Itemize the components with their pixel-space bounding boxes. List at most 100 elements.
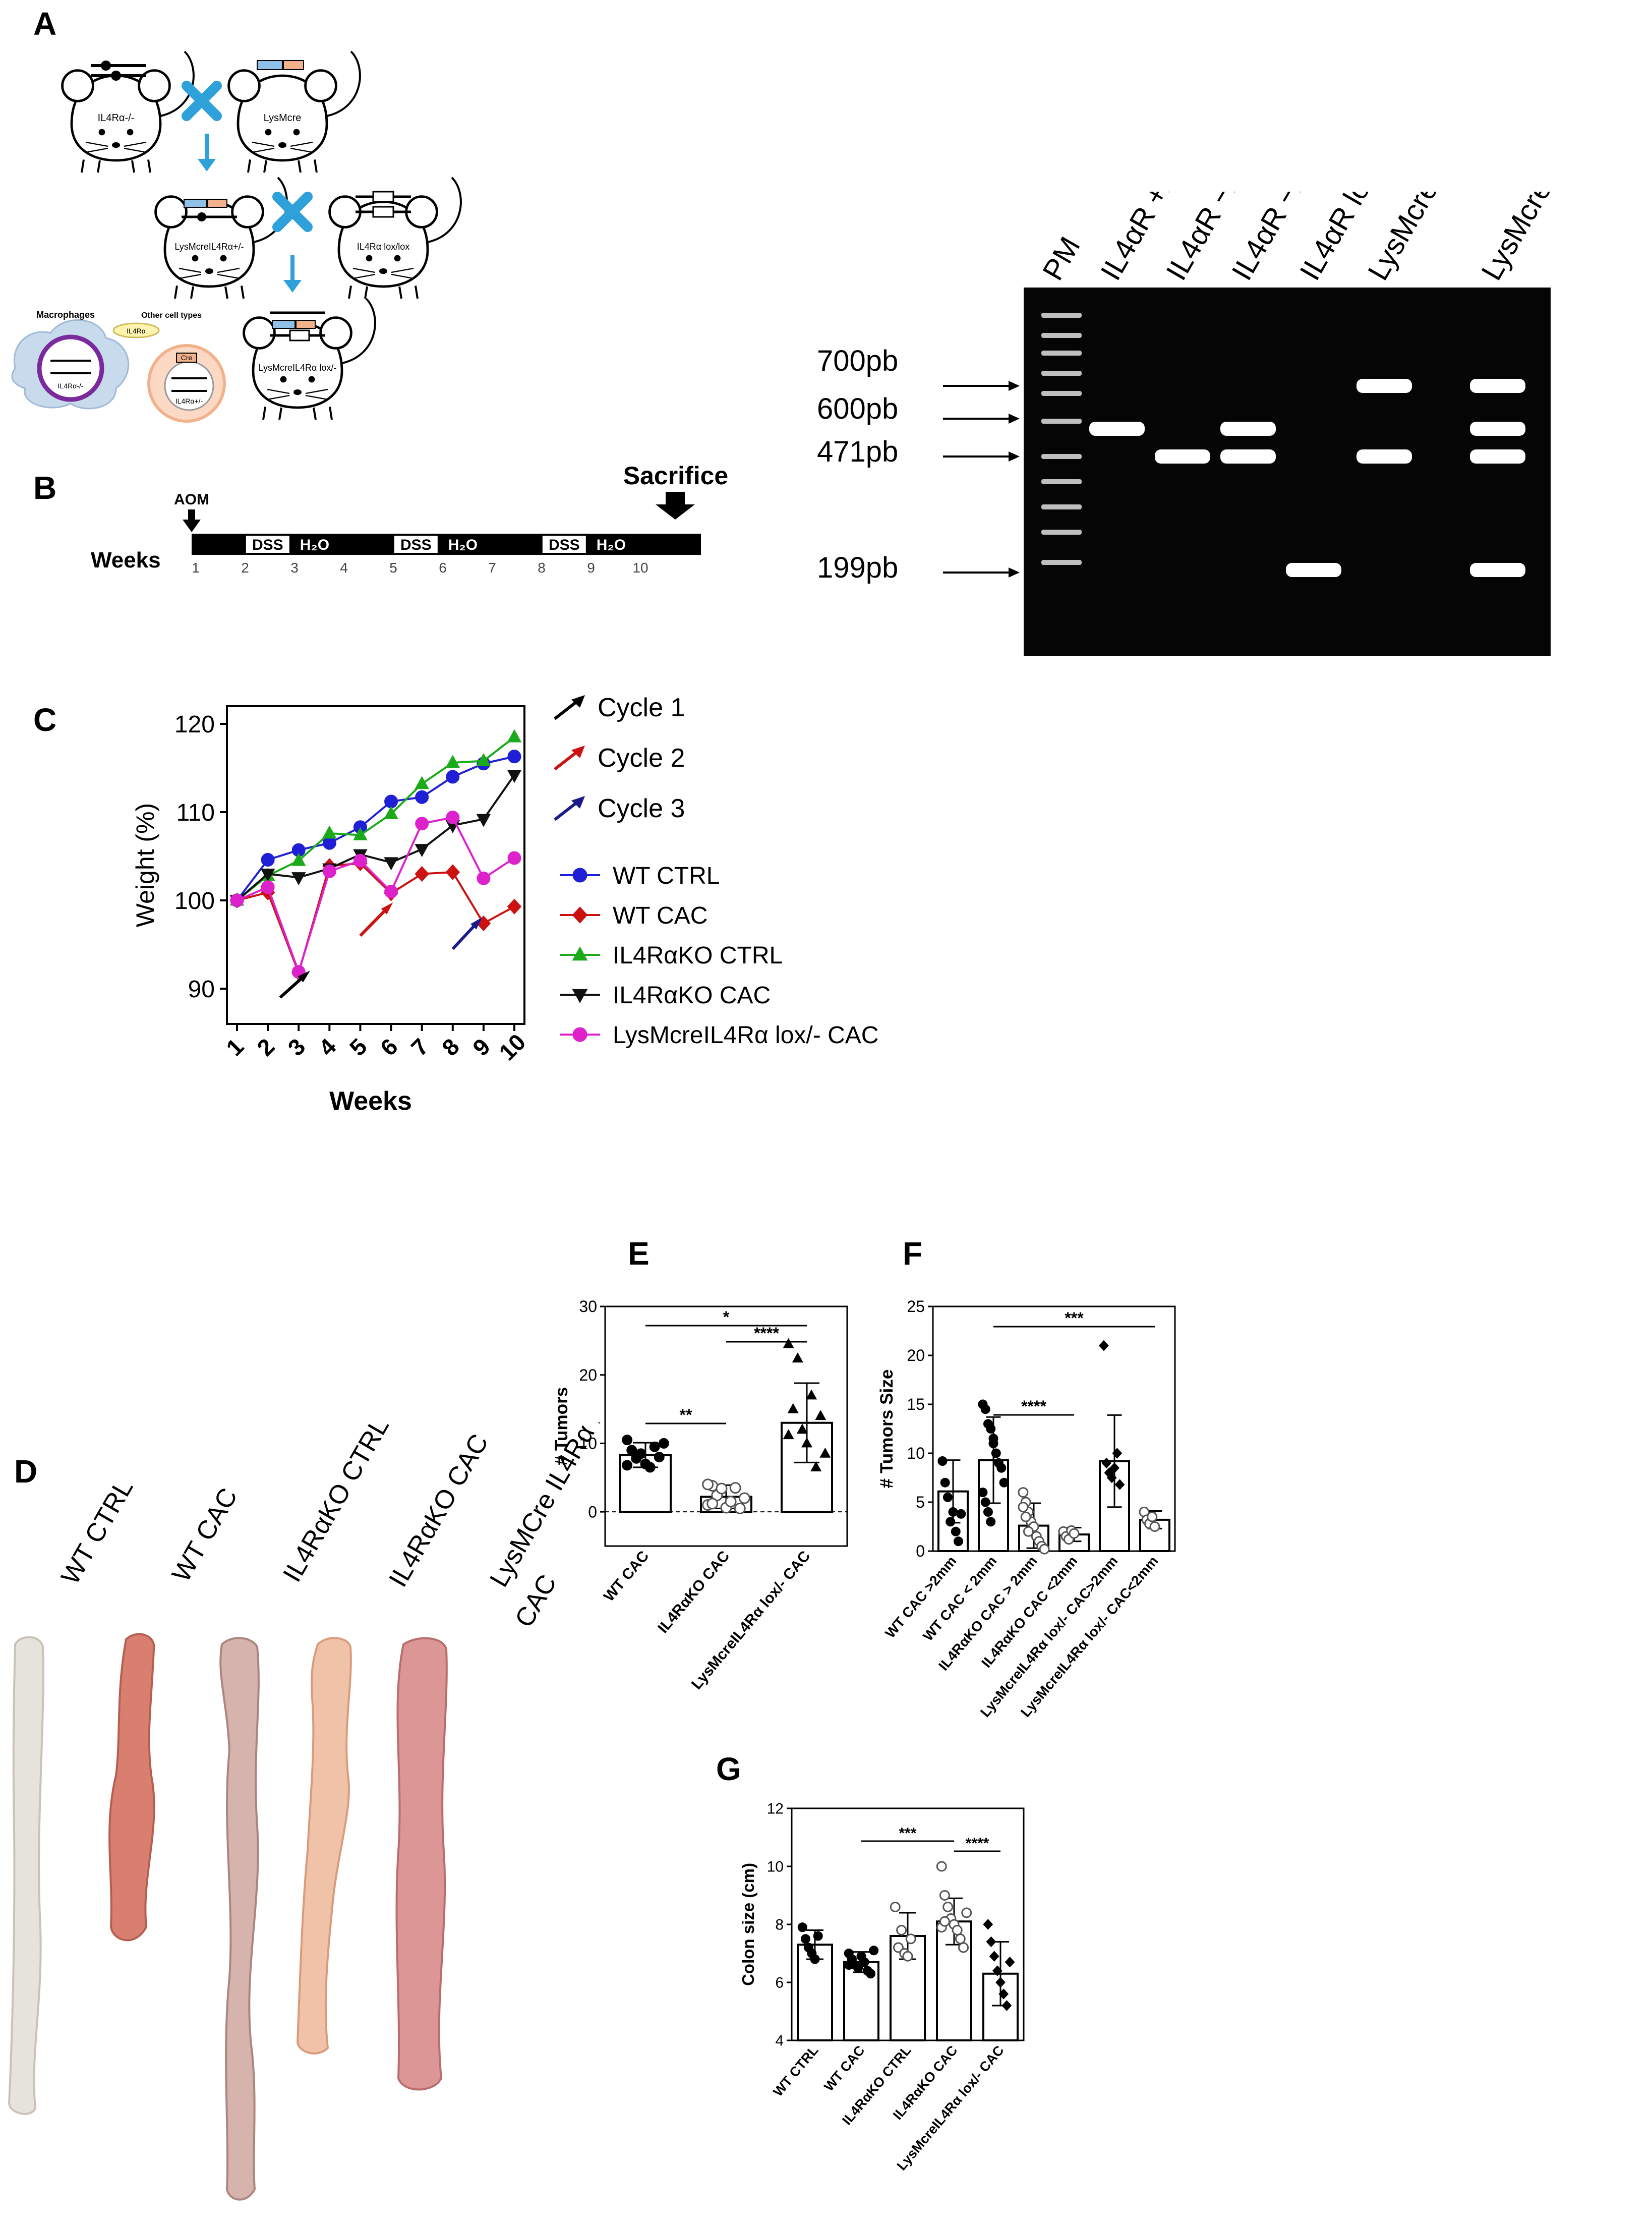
data-point: [1018, 1502, 1029, 1513]
data-point: [477, 871, 491, 885]
y-tick-label: 12: [767, 1801, 784, 1817]
x-tick-label: 2: [252, 1033, 279, 1061]
data-point: [986, 1936, 996, 1948]
weeks-label: Weeks: [91, 548, 161, 573]
data-point: [983, 1919, 993, 1930]
timeline-dss-box: [246, 536, 289, 553]
y-tick-label: 5: [916, 1493, 925, 1511]
data-point: [939, 1916, 950, 1927]
timeline-week-number: 3: [290, 560, 299, 576]
data-point: [415, 776, 429, 789]
y-tick-label: 90: [188, 976, 215, 1003]
x-tick-label: 9: [467, 1033, 495, 1061]
data-point: [986, 1517, 996, 1527]
data-point: [815, 1410, 827, 1420]
legend-marker: [572, 1027, 587, 1042]
cycle-legend-arrow: [554, 750, 578, 771]
data-point: [507, 750, 521, 764]
data-point: [507, 770, 522, 783]
significance-stars: ***: [899, 1825, 916, 1842]
data-point: [445, 755, 460, 768]
x-tick-label: 5: [344, 1033, 372, 1061]
colon-il4rako-ctrl: [219, 1637, 260, 2201]
data-point: [622, 1435, 633, 1446]
cycle-legend-arrowhead: [571, 746, 585, 758]
colon-il4rako-cac: [296, 1637, 352, 2055]
data-point: [716, 1482, 728, 1495]
data-point: [446, 770, 460, 784]
chart-weight: 90 100 110 120 1 2 3 4 5 6 7 8 910 Weeks Weight (%) Cyc…: [131, 693, 878, 1116]
data-point: [853, 1963, 863, 1973]
legend-label: WT CTRL: [613, 863, 720, 889]
gel-ladder-band: [1041, 333, 1082, 338]
data-point: [783, 1338, 794, 1348]
data-point: [507, 729, 522, 743]
macrophages-label: Macrophages: [36, 310, 95, 320]
series-line: [237, 816, 515, 976]
data-point: [384, 885, 398, 898]
y-axis-label: # Tumors Size: [877, 1370, 897, 1489]
data-point: [1149, 1521, 1160, 1532]
data-point: [996, 1463, 1007, 1473]
data-point: [978, 1488, 988, 1498]
series-line: [237, 862, 515, 976]
data-point: [797, 1922, 807, 1932]
data-point: [476, 814, 491, 827]
data-point: [654, 1452, 665, 1463]
data-point: [507, 898, 522, 915]
sacrifice-label: Sacrifice: [623, 462, 728, 490]
data-point: [958, 1942, 969, 1953]
legend-marker: [572, 906, 588, 924]
data-point: [980, 1497, 990, 1507]
gel-lane-label: PM: [1036, 232, 1087, 286]
data-point: [725, 1496, 737, 1508]
series-line: [236, 774, 515, 901]
colon-wt-cac: [108, 1633, 155, 1942]
y-tick-label: 10: [767, 1859, 784, 1875]
x-category-label: IL4RαKO CAC: [655, 1548, 733, 1636]
y-tick-label: 15: [907, 1395, 925, 1413]
data-point: [992, 1965, 1002, 1976]
data-point: [415, 817, 429, 831]
y-tick-label: 4: [775, 2033, 784, 2049]
timeline-segment: H₂O: [300, 537, 329, 553]
data-point: [952, 1925, 963, 1935]
other-cells-label: Other cell types: [141, 311, 202, 320]
cycle-legend-arrowhead: [571, 796, 585, 809]
y-tick-label: 10: [907, 1444, 925, 1462]
data-point: [905, 1933, 916, 1945]
data-point: [415, 790, 429, 804]
data-point: [1039, 1544, 1050, 1555]
data-point: [810, 1461, 822, 1471]
data-point: [991, 1448, 1001, 1458]
data-point: [866, 1969, 876, 1979]
data-point: [956, 1509, 966, 1519]
y-tick-label: 120: [174, 711, 215, 738]
data-point: [1020, 1511, 1031, 1522]
timeline-week-number: 4: [340, 560, 348, 576]
y-tick-label: 10: [579, 1435, 597, 1453]
data-point: [702, 1478, 714, 1491]
receptor-label: IL4Rα: [127, 327, 146, 335]
cycle-legend-label: Cycle 1: [598, 693, 685, 722]
gel-ladder-band: [1041, 530, 1082, 535]
data-point: [942, 1492, 953, 1502]
data-point: [999, 1477, 1009, 1488]
chart-frame: [932, 1305, 1176, 1552]
colon-label: WT CTRL: [55, 1474, 139, 1589]
data-point: [961, 1907, 972, 1918]
significance-stars: **: [680, 1406, 692, 1424]
data-point: [890, 1902, 901, 1912]
significance-stars: ****: [966, 1835, 989, 1852]
significance-stars: ***: [1065, 1309, 1084, 1327]
data-point: [353, 827, 368, 840]
data-point: [942, 1902, 954, 1912]
data-point: [792, 1352, 803, 1363]
gel-marker-label: 700pb: [817, 345, 898, 377]
data-point: [1018, 1487, 1029, 1498]
significance-stars: ****: [1021, 1397, 1046, 1415]
x-category-label: WT CAC < 2mm: [920, 1553, 999, 1644]
legend-label: IL4RαKO CAC: [613, 982, 771, 1009]
